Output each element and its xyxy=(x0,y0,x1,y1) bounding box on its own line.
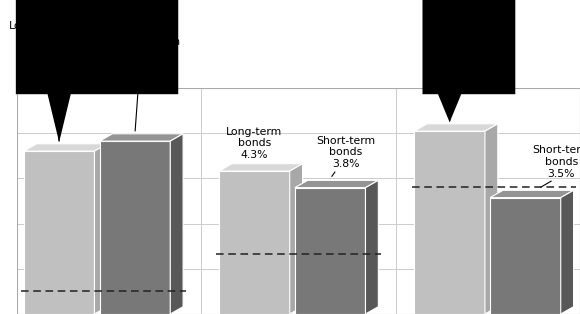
Polygon shape xyxy=(171,134,183,314)
Text: Long-term
bonds
4.9%: Long-term bonds 4.9% xyxy=(9,21,66,54)
Text: Short-term
bonds
3.8%: Short-term bonds 3.8% xyxy=(316,136,375,169)
Text: Long-term
bonds
4.9%: Long-term bonds 4.9% xyxy=(21,0,77,141)
Text: Short-term
bonds
5.2%: Short-term bonds 5.2% xyxy=(121,37,180,70)
Polygon shape xyxy=(219,171,289,314)
Polygon shape xyxy=(24,144,107,151)
Polygon shape xyxy=(490,198,561,314)
Text: Short-term
bonds
3.5%: Short-term bonds 3.5% xyxy=(532,145,580,179)
Polygon shape xyxy=(414,124,498,131)
Polygon shape xyxy=(485,124,498,314)
Polygon shape xyxy=(100,134,183,141)
Polygon shape xyxy=(100,141,171,314)
Polygon shape xyxy=(561,190,574,314)
Polygon shape xyxy=(24,151,95,314)
Polygon shape xyxy=(95,144,107,314)
Polygon shape xyxy=(289,164,303,314)
Text: Short-term
bonds
5.2%: Short-term bonds 5.2% xyxy=(115,0,175,131)
Text: Long-term
bonds
4.3%: Long-term bonds 4.3% xyxy=(226,127,282,160)
Polygon shape xyxy=(414,131,485,314)
Text: Long-term
bonds
5.5%: Long-term bonds 5.5% xyxy=(428,0,484,121)
Polygon shape xyxy=(219,164,303,171)
Polygon shape xyxy=(490,190,574,198)
Polygon shape xyxy=(295,180,378,188)
Polygon shape xyxy=(365,180,378,314)
Text: Long-term
bonds
5.5%: Long-term bonds 5.5% xyxy=(428,37,484,70)
Polygon shape xyxy=(295,188,365,314)
